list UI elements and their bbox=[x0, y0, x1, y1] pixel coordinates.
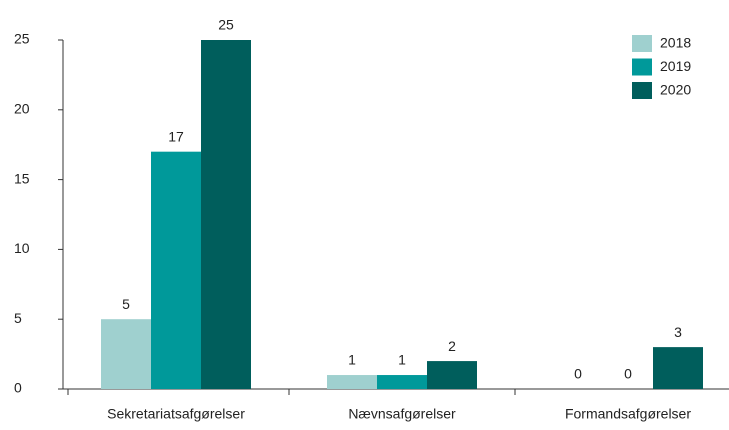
x-tick-label: Sekretariatsafgørelser bbox=[107, 406, 245, 422]
value-label: 17 bbox=[168, 128, 184, 144]
value-label: 1 bbox=[398, 352, 406, 368]
value-label: 2 bbox=[448, 338, 456, 354]
legend-label: 2020 bbox=[660, 82, 691, 98]
bar bbox=[201, 40, 251, 389]
value-label: 0 bbox=[574, 366, 582, 382]
y-tick-label: 25 bbox=[14, 31, 30, 47]
value-label: 25 bbox=[218, 17, 234, 33]
value-label: 5 bbox=[122, 296, 130, 312]
bar bbox=[653, 347, 703, 389]
legend-swatch bbox=[632, 82, 652, 99]
y-tick-label: 0 bbox=[14, 380, 22, 396]
bar bbox=[427, 361, 477, 389]
y-tick-label: 5 bbox=[14, 310, 22, 326]
value-label: 1 bbox=[348, 352, 356, 368]
value-label: 0 bbox=[624, 366, 632, 382]
legend-label: 2018 bbox=[660, 35, 691, 51]
x-tick-label: Formandsafgørelser bbox=[565, 406, 691, 422]
y-tick-label: 15 bbox=[14, 170, 30, 186]
bar bbox=[101, 319, 151, 389]
value-label: 3 bbox=[674, 324, 682, 340]
x-tick-label: Nævnsafgørelser bbox=[348, 406, 456, 422]
legend-swatch bbox=[632, 35, 652, 52]
bar bbox=[377, 375, 427, 389]
legend-label: 2019 bbox=[660, 58, 691, 74]
bar bbox=[327, 375, 377, 389]
y-tick-label: 10 bbox=[14, 240, 30, 256]
y-tick-label: 20 bbox=[14, 101, 30, 117]
legend-swatch bbox=[632, 58, 652, 76]
bar bbox=[151, 151, 201, 389]
